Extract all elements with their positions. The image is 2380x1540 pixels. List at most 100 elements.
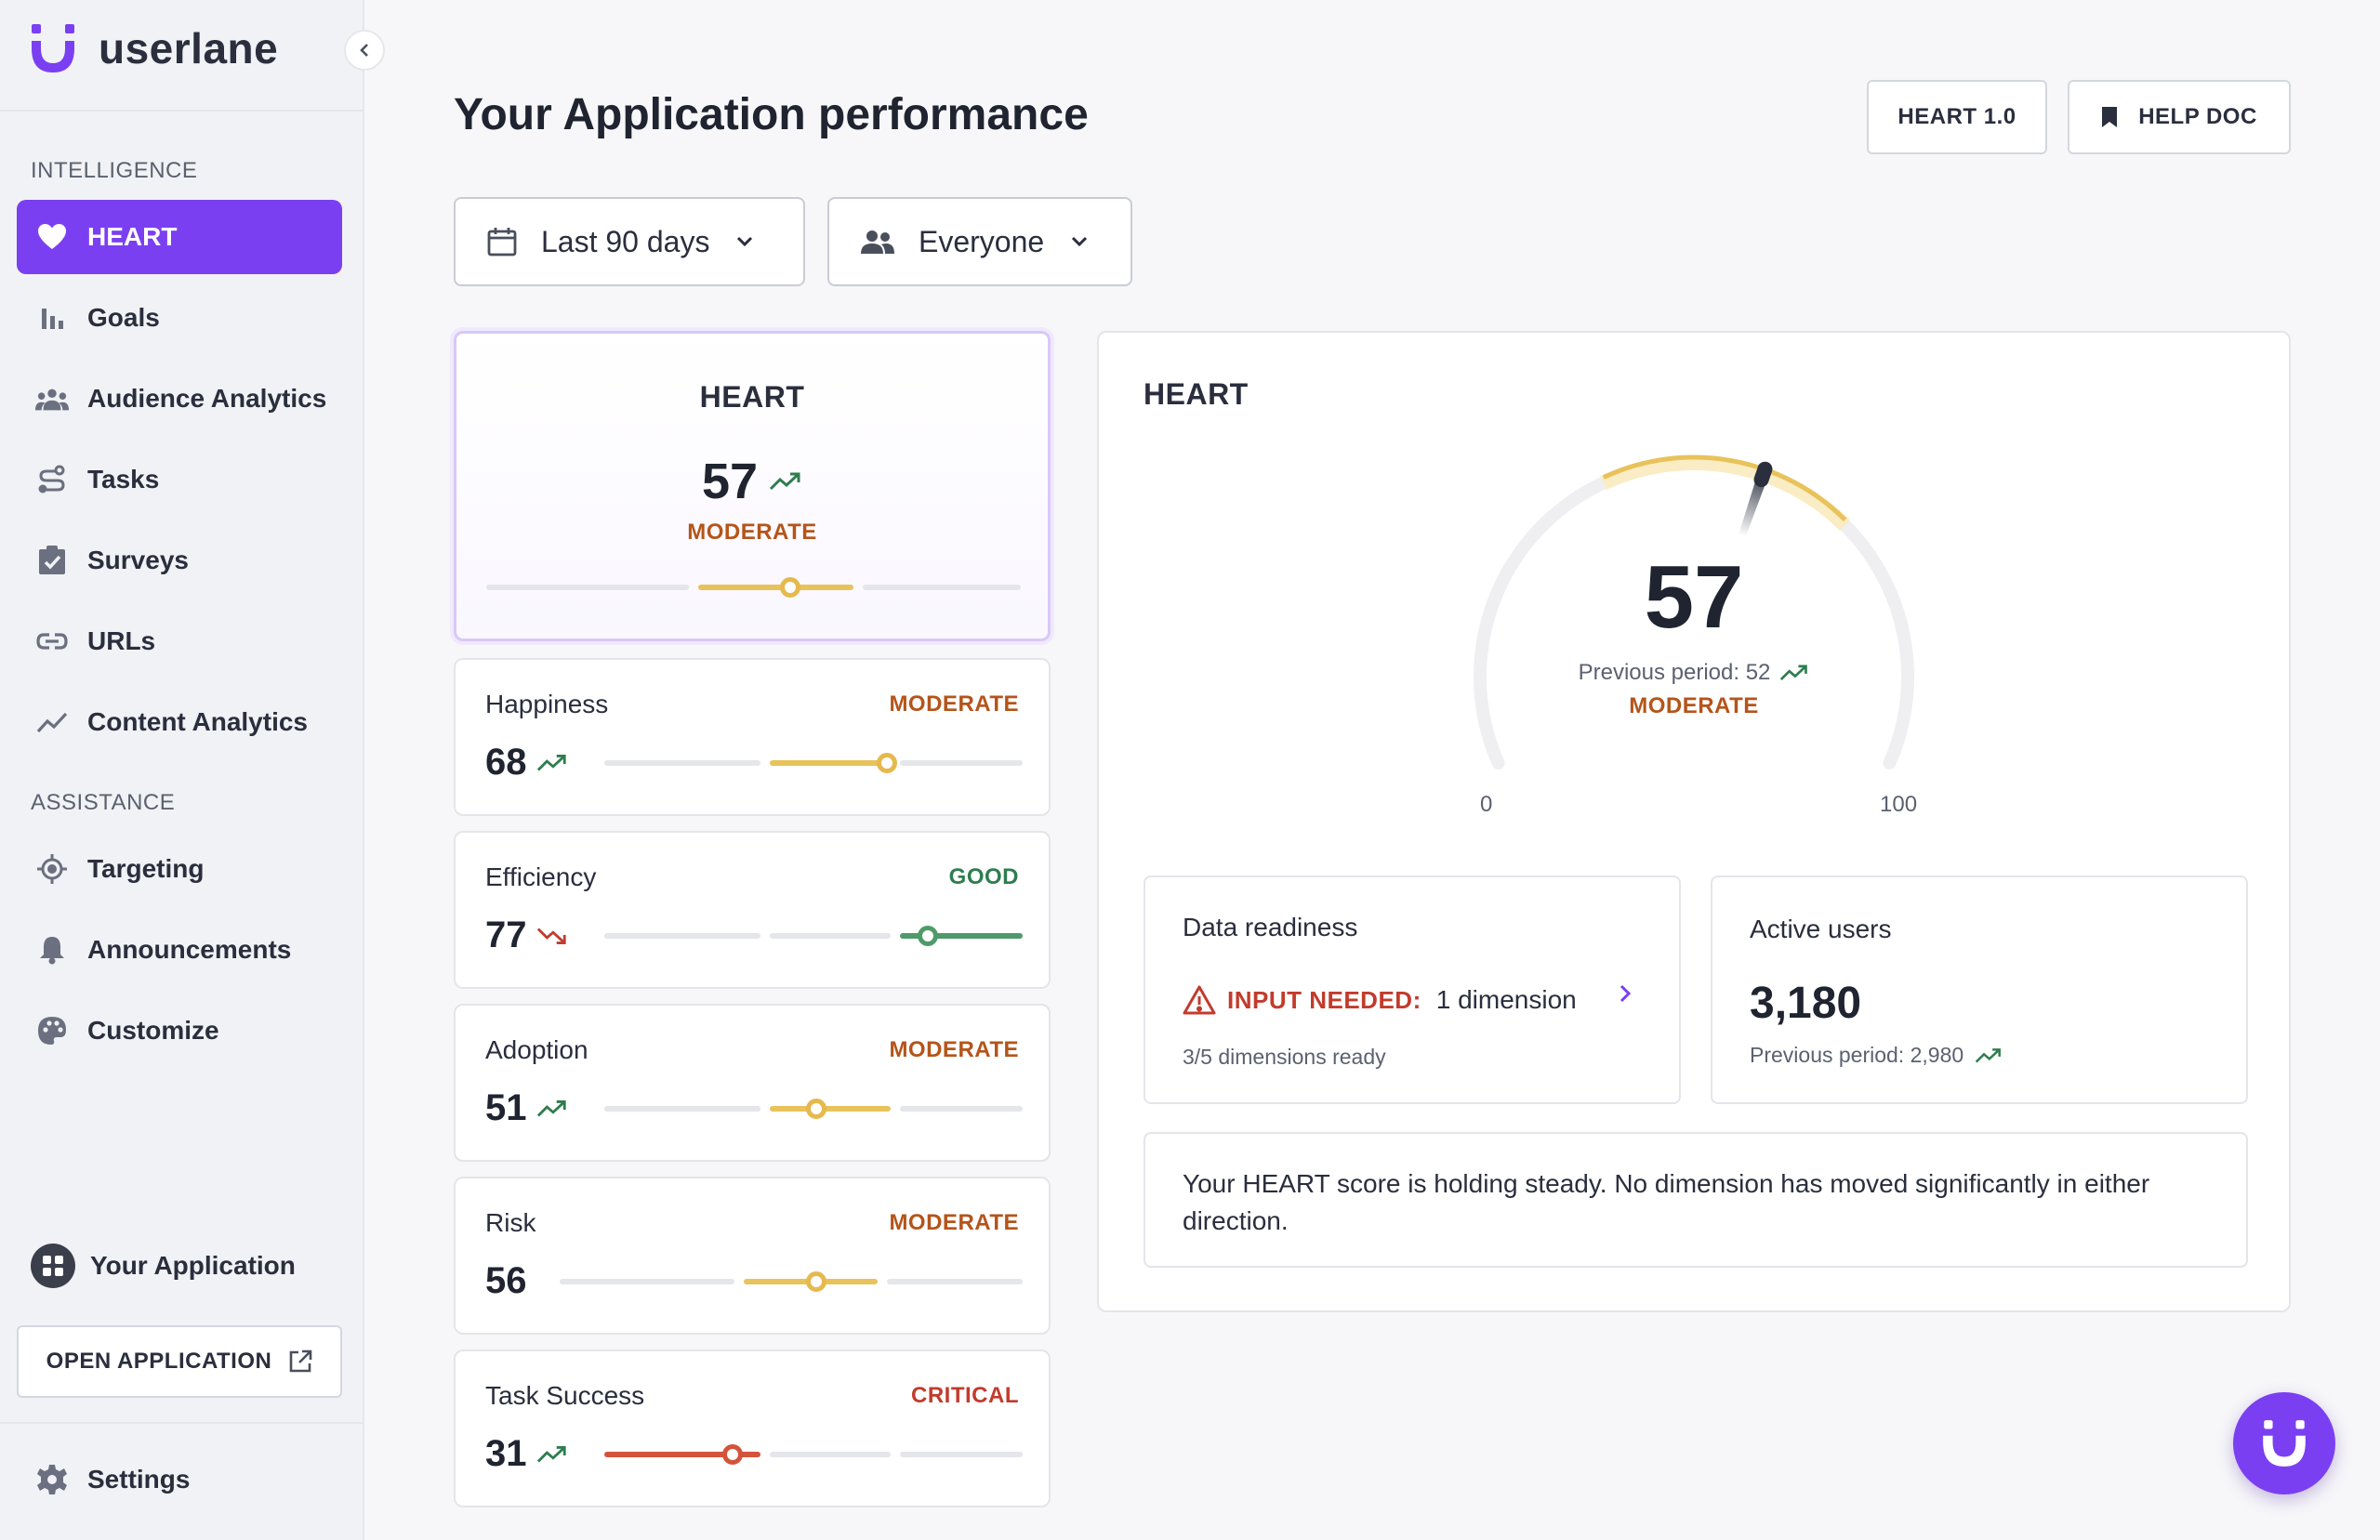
dimension-status: MODERATE [889,1210,1019,1235]
sidebar-item-content-analytics[interactable]: Content Analytics [17,685,342,759]
sidebar-item-targeting[interactable]: Targeting [17,832,342,906]
data-readiness-warning: INPUT NEEDED: 1 dimension [1183,985,1577,1015]
sidebar: userlane INTELLIGENCE HEART Goals Audien… [0,0,364,1540]
sidebar-item-heart[interactable]: HEART [17,200,342,274]
calendar-icon [487,227,517,257]
date-range-select[interactable]: Last 90 days [454,197,805,286]
page-title: Your Application performance [454,90,1089,139]
sidebar-item-urls[interactable]: URLs [17,604,342,678]
sidebar-item-tasks[interactable]: Tasks [17,442,342,517]
dimension-score: 31 [485,1433,568,1475]
active-users-previous-label: Previous period: 2,980 [1750,1043,1964,1067]
data-readiness-title: Data readiness [1183,913,1358,941]
data-readiness-card[interactable]: Data readiness INPUT NEEDED: 1 dimension… [1144,875,1681,1104]
app-grid-icon [31,1244,75,1288]
heart-version-button[interactable]: HEART 1.0 [1867,80,2047,154]
sidebar-item-goals[interactable]: Goals [17,281,342,355]
heart-summary-score-bar [486,577,1021,598]
gauge-needle [1739,461,1773,537]
app-name: Your Application [90,1251,296,1280]
dimension-status: MODERATE [889,691,1019,717]
current-application[interactable]: Your Application [31,1244,296,1288]
sidebar-item-label: Tasks [87,465,160,494]
audience-select[interactable]: Everyone [827,197,1132,286]
dimension-score: 77 [485,915,568,956]
section-label-intelligence: INTELLIGENCE [31,158,198,183]
sidebar-item-label: Surveys [87,546,189,574]
warning-label: INPUT NEEDED: [1227,985,1421,1014]
heart-summary-score-value: 57 [701,454,759,509]
summary-card: Your HEART score is holding steady. No d… [1144,1132,2248,1268]
score-marker [780,577,800,598]
collapse-sidebar-button[interactable] [344,30,385,71]
dimension-card-task-success[interactable]: Task Success CRITICAL 31 [454,1349,1051,1507]
active-users-previous: Previous period: 2,980 [1750,1043,2003,1068]
bar-segment-moderate [770,1452,891,1457]
trend-up-icon [1975,1047,2002,1063]
assistant-launcher-button[interactable] [2233,1392,2335,1494]
sidebar-item-announcements[interactable]: Announcements [17,913,342,987]
trend-up-icon [536,1099,566,1117]
sidebar-item-label: Goals [87,303,160,332]
dimension-score-bar [604,926,1023,946]
bar-segment-moderate [770,933,891,939]
bar-chart-icon [35,301,69,335]
dimension-card-efficiency[interactable]: Efficiency GOOD 77 [454,831,1051,989]
sidebar-item-audience-analytics[interactable]: Audience Analytics [17,362,342,436]
dimension-score-value: 31 [485,1433,527,1474]
bar-segment-moderate [770,760,891,766]
dimension-score-bar [604,753,1023,773]
sidebar-item-label: Audience Analytics [87,384,327,413]
bar-segment-good [863,585,1021,590]
sidebar-item-surveys[interactable]: Surveys [17,523,342,598]
heart-gauge [1474,454,1914,770]
external-link-icon [290,1349,312,1373]
sidebar-item-settings[interactable]: Settings [17,1442,342,1517]
userlane-smile-icon [32,24,74,72]
dimension-score: 56 [485,1260,527,1302]
bar-segment-good [900,1106,1023,1112]
chevron-down-icon [735,235,754,248]
brand-name: userlane [99,24,279,72]
bar-segment-critical [486,585,689,590]
divider [0,1422,364,1424]
bar-segment-critical [560,1279,734,1284]
dimension-name: Task Success [485,1381,645,1410]
heart-icon [35,220,69,254]
dimension-score-value: 77 [485,915,527,955]
brand[interactable]: userlane [30,22,278,74]
dimension-score-value: 68 [485,742,527,783]
score-marker [722,1444,743,1465]
gauge-previous-label: Previous period: 52 [1578,660,1771,685]
heart-detail-card: HEART 57 Previous period: 52 MODERATE 0 … [1097,331,2291,1312]
active-users-value: 3,180 [1750,979,1862,1028]
chevron-down-icon [1070,235,1089,248]
audience-value: Everyone [919,224,1045,258]
open-application-label: OPEN APPLICATION [46,1349,272,1374]
gauge-status: MODERATE [1629,693,1759,718]
heart-summary-card[interactable]: HEART 57 MODERATE [454,331,1051,641]
bar-segment-moderate [770,1106,891,1112]
bar-segment-good [900,933,1023,939]
sidebar-item-label: Settings [87,1465,191,1494]
gauge-min-label: 0 [1480,792,1493,817]
sidebar-item-label: Customize [87,1016,219,1045]
bookmark-icon [2102,107,2118,127]
section-label-assistance: ASSISTANCE [31,790,176,815]
dimension-card-adoption[interactable]: Adoption MODERATE 51 [454,1004,1051,1162]
heart-version-label: HEART 1.0 [1897,104,2016,129]
crosshair-icon [35,852,69,886]
dimension-score-bar [604,1099,1023,1119]
sidebar-item-label: URLs [87,626,156,655]
dimension-card-happiness[interactable]: Happiness MODERATE 68 [454,658,1051,816]
dimension-status: CRITICAL [911,1383,1019,1408]
bar-segment-critical [604,760,760,766]
sidebar-item-customize[interactable]: Customize [17,994,342,1068]
help-doc-label: HELP DOC [2138,104,2257,129]
data-readiness-subtext: 3/5 dimensions ready [1183,1045,1386,1069]
palette-icon [35,1014,69,1047]
warning-icon [1183,985,1216,1015]
help-doc-button[interactable]: HELP DOC [2068,80,2291,154]
open-application-button[interactable]: OPEN APPLICATION [17,1325,342,1398]
dimension-card-risk[interactable]: Risk MODERATE 56 [454,1177,1051,1335]
